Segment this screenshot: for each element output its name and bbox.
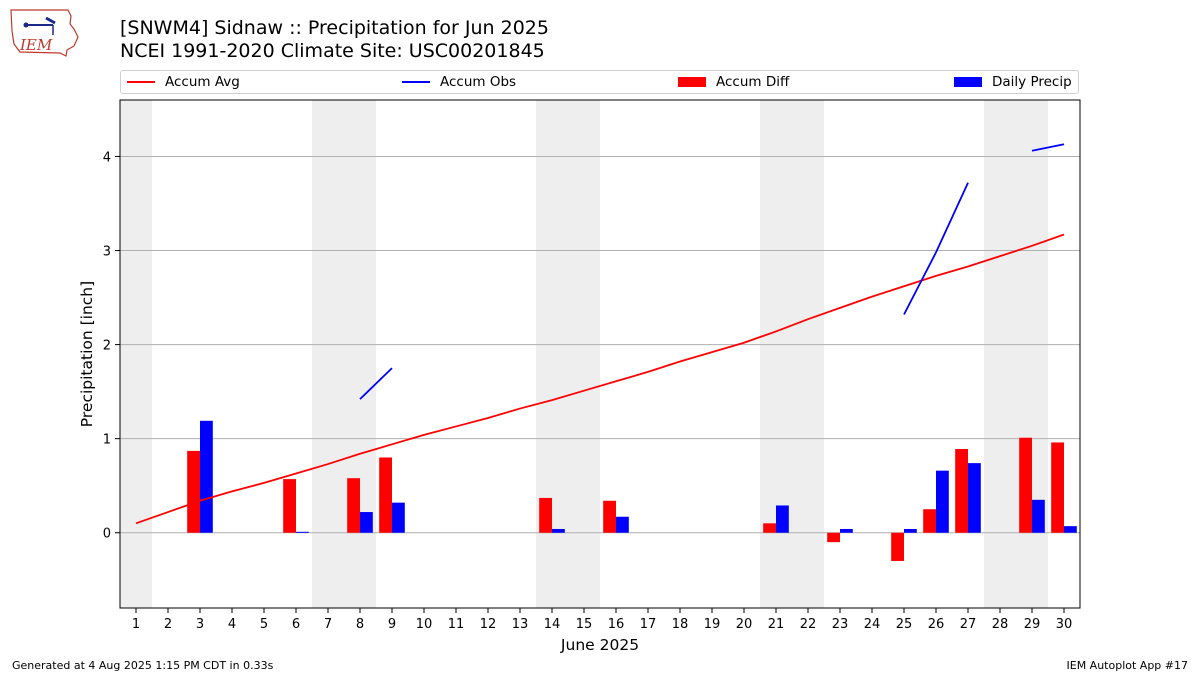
legend-item-accum-obs: Accum Obs: [402, 74, 516, 90]
autoplot-app-label: IEM Autoplot App #17: [1066, 659, 1189, 672]
daily-precip-bar: [1064, 526, 1077, 533]
x-tick-label: 14: [544, 617, 561, 632]
x-tick-label: 1: [132, 617, 140, 632]
daily-precip-bar: [840, 528, 853, 533]
legend-label: Accum Diff: [716, 74, 790, 90]
accum-obs-line: [1031, 143, 1065, 152]
weekend-band: [120, 100, 152, 608]
legend-item-accum-avg: Accum Avg: [127, 74, 240, 90]
y-tick-label: 4: [103, 150, 111, 165]
daily-precip-bar: [392, 502, 405, 533]
x-tick-label: 17: [640, 617, 657, 632]
x-tick-label: 15: [576, 617, 593, 632]
daily-precip-bar: [776, 505, 789, 533]
daily-precip-bar: [968, 463, 981, 533]
x-tick-label: 26: [928, 617, 945, 632]
daily-precip-bar: [360, 512, 373, 533]
x-tick-label: 9: [388, 617, 396, 632]
x-tick-label: 29: [1024, 617, 1041, 632]
y-tick-label: 1: [103, 433, 111, 448]
x-tick-label: 19: [704, 617, 721, 632]
gridlines: [120, 155, 1080, 534]
x-tick-label: 18: [672, 617, 689, 632]
accum-diff-bar: [923, 509, 936, 533]
x-tick-label: 21: [768, 617, 785, 632]
x-axis-label: June 2025: [560, 636, 639, 654]
x-tick-label: 5: [260, 617, 268, 632]
x-tick-label: 8: [356, 617, 364, 632]
legend-swatch: [402, 81, 430, 83]
accum-diff-bar: [955, 449, 968, 533]
accum-avg-line: [135, 233, 1065, 525]
x-tick-label: 13: [512, 617, 529, 632]
legend-item-accum-diff: Accum Diff: [678, 74, 789, 90]
daily-precip-bar: [616, 516, 629, 533]
x-tick-label: 2: [164, 617, 172, 632]
x-tick-label: 30: [1056, 617, 1073, 632]
accum-diff-bar: [283, 479, 296, 533]
daily-precip-bar: [1032, 499, 1045, 533]
accum-diff-bar: [379, 457, 392, 533]
accum-diff-bar: [539, 497, 552, 533]
legend-label: Daily Precip: [992, 74, 1072, 90]
chart-subtitle: NCEI 1991-2020 Climate Site: USC00201845: [120, 40, 545, 62]
chart-title: [SNWM4] Sidnaw :: Precipitation for Jun …: [120, 17, 549, 39]
daily-precip-bar: [552, 528, 565, 533]
accum-diff-bar: [891, 532, 904, 561]
x-tick-label: 4: [228, 617, 236, 632]
legend-swatch: [678, 77, 706, 87]
x-tick-label: 10: [416, 617, 433, 632]
legend: Accum Avg Accum Obs Accum Diff Daily Pre…: [120, 70, 1079, 94]
generated-timestamp: Generated at 4 Aug 2025 1:15 PM CDT in 0…: [12, 659, 274, 672]
x-tick-label: 23: [832, 617, 849, 632]
legend-label: Accum Avg: [165, 74, 240, 90]
plot-frame: [119, 99, 1081, 609]
daily-precip-bar: [936, 470, 949, 533]
x-tick-label: 28: [992, 617, 1009, 632]
daily-precip-bar: [296, 531, 309, 533]
accum-diff-bar: [763, 523, 776, 533]
y-tick-label: 2: [103, 339, 111, 354]
daily-precip-bar: [904, 528, 917, 533]
x-tick-label: 27: [960, 617, 977, 632]
x-tick-label: 7: [324, 617, 332, 632]
accum-obs-line: [903, 182, 969, 315]
legend-item-daily-precip: Daily Precip: [954, 74, 1072, 90]
x-tick-label: 25: [896, 617, 913, 632]
daily-precip-bar: [200, 420, 213, 533]
x-tick-label: 22: [800, 617, 817, 632]
y-axis-label: Precipitation [inch]: [78, 281, 96, 427]
x-tick-label: 12: [480, 617, 497, 632]
accum-diff-bar: [1051, 442, 1064, 533]
legend-swatch: [954, 77, 982, 87]
accum-diff-bar: [347, 478, 360, 533]
x-tick-label: 11: [448, 617, 465, 632]
logo-text: IEM: [19, 36, 53, 54]
accum-diff-bar: [187, 450, 200, 533]
x-tick-label: 16: [608, 617, 625, 632]
y-tick-label: 0: [103, 527, 111, 542]
accum-diff-bar: [827, 532, 840, 543]
x-tick-label: 24: [864, 617, 881, 632]
iem-logo: IEM: [10, 9, 79, 57]
accum-diff-bar: [603, 500, 616, 533]
x-tick-label: 3: [196, 617, 204, 632]
iowa-outline-icon: [10, 9, 79, 57]
x-tick-label: 20: [736, 617, 753, 632]
legend-swatch: [127, 81, 155, 83]
legend-label: Accum Obs: [440, 74, 517, 90]
series-lines: [135, 143, 1065, 525]
bars: [187, 420, 1077, 561]
accum-obs-line: [359, 367, 393, 400]
accum-diff-bar: [1019, 437, 1032, 533]
x-tick-label: 6: [292, 617, 300, 632]
y-tick-label: 3: [103, 245, 111, 260]
